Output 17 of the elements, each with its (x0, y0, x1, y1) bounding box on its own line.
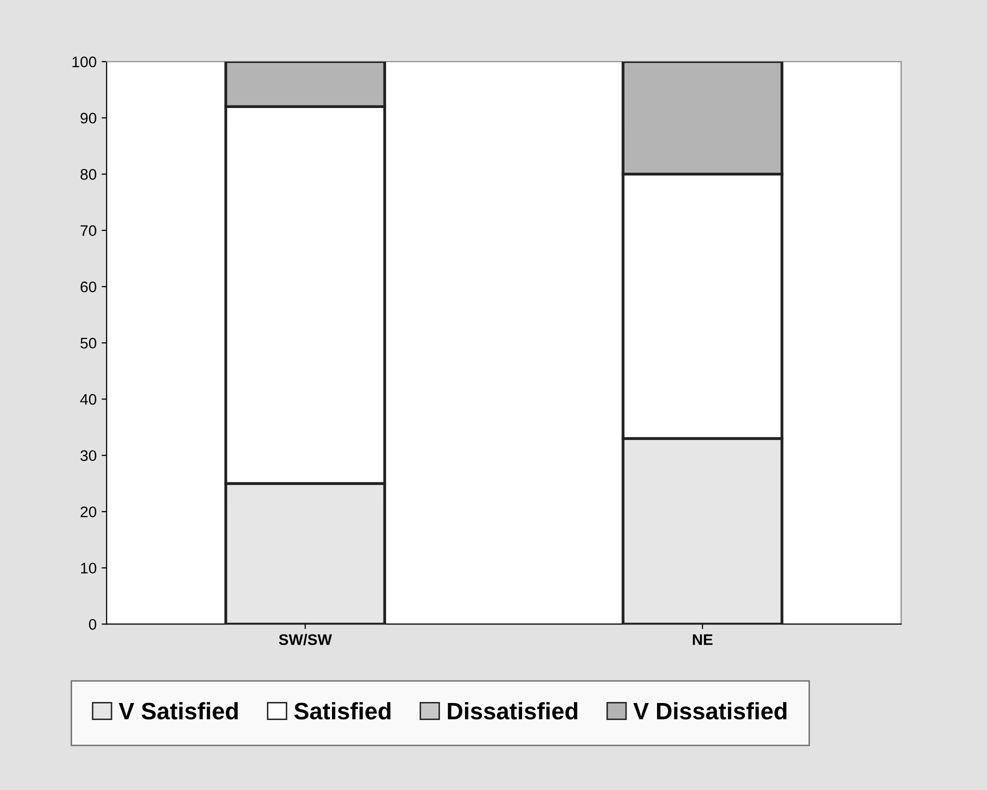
y-tick-label: 100 (72, 56, 96, 68)
legend-label: V Dissatisfied (633, 702, 786, 720)
y-tick-label: 30 (80, 450, 96, 462)
legend-label: V Satisfied (118, 702, 238, 720)
x-tick-label: NE (692, 634, 713, 645)
y-tick-label: 10 (81, 562, 96, 574)
y-tick-label: 40 (80, 394, 96, 405)
y-tick-label: 0 (88, 618, 96, 630)
y-tick-label: 70 (80, 225, 96, 236)
x-tick-label: SW/SW (278, 634, 332, 646)
legend-label: Dissatisfied (448, 702, 578, 720)
y-tick-label: 50 (80, 338, 96, 349)
y-tick-label: 60 (80, 281, 96, 292)
y-tick-label: 20 (80, 506, 96, 518)
y-tick-label: 80 (80, 168, 96, 180)
legend-label: Satisfied (294, 702, 390, 720)
y-tick-label: 90 (80, 112, 96, 124)
